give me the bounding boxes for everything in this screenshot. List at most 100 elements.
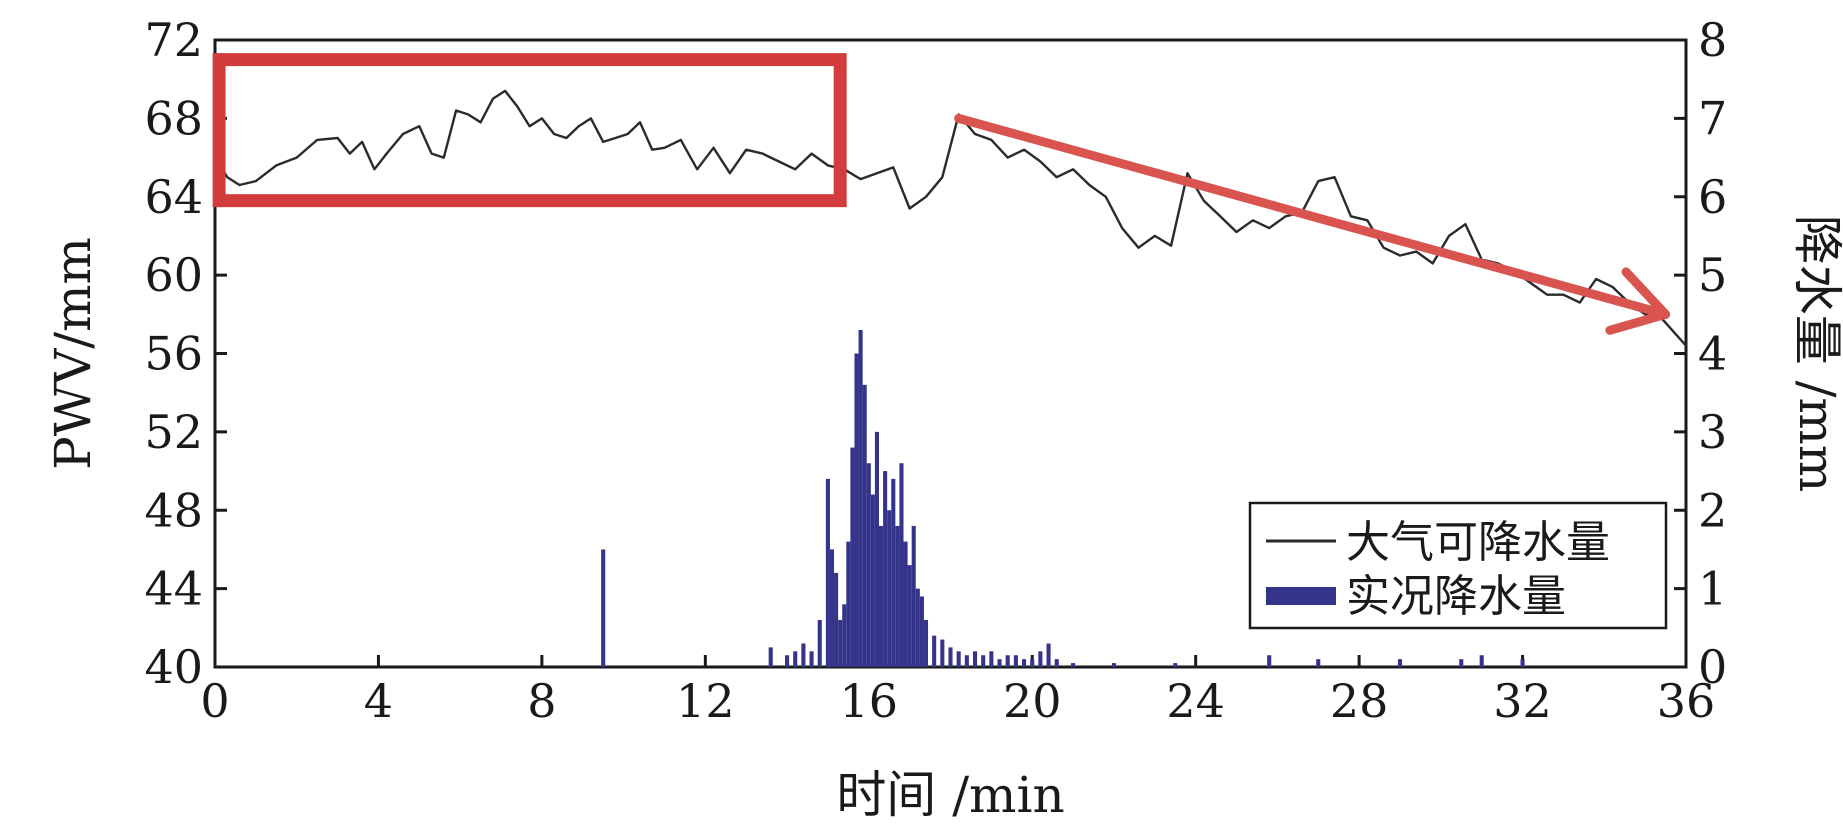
legend: 大气可降水量 实况降水量 <box>1248 501 1668 630</box>
x-tick-label: 20 <box>1003 674 1062 728</box>
y-left-tick-label: 68 <box>144 91 203 145</box>
x-tick-label: 16 <box>840 674 899 728</box>
precipitation-bar <box>1397 659 1403 667</box>
legend-line-label: 大气可降水量 <box>1346 517 1610 568</box>
y-right-tick-label: 0 <box>1698 640 1727 694</box>
y-axis-right-title: 降水量 /mm <box>1788 215 1843 493</box>
precipitation-bar <box>911 525 916 667</box>
y-right-tick-label: 5 <box>1698 248 1727 302</box>
precipitation-bar <box>846 541 851 667</box>
precipitation-bar <box>907 565 912 667</box>
y-right-tick-label: 1 <box>1698 562 1727 616</box>
x-tick-label: 32 <box>1493 674 1552 728</box>
precipitation-bar <box>1030 659 1035 667</box>
x-tick-label: 24 <box>1166 674 1225 728</box>
x-tick-label: 12 <box>676 674 735 728</box>
y-left-tick-label: 40 <box>144 640 203 694</box>
precipitation-bar <box>854 353 859 667</box>
x-tick-label: 8 <box>527 674 556 728</box>
y-left-tick-label: 60 <box>144 248 203 302</box>
precipitation-bar <box>891 478 896 667</box>
y-right-tick-label: 6 <box>1698 170 1727 224</box>
precipitation-bar <box>1013 655 1018 667</box>
precipitation-bar <box>1111 663 1116 667</box>
precipitation-bar <box>785 655 790 667</box>
precipitation-bar <box>1054 659 1059 667</box>
y-left-tick-label: 48 <box>144 483 203 537</box>
x-tick-label: 28 <box>1330 674 1389 728</box>
legend-bar-swatch <box>1266 587 1336 605</box>
precipitation-bar <box>858 329 863 667</box>
y-right-tick-label: 8 <box>1698 13 1727 67</box>
legend-box <box>1248 501 1668 630</box>
precipitation-bar <box>895 525 900 667</box>
precipitation-bar <box>932 635 937 667</box>
precipitation-bar <box>887 510 892 667</box>
precipitation-bar <box>1479 655 1484 667</box>
precipitation-bar <box>919 596 924 667</box>
precipitation-bar <box>825 478 830 667</box>
precipitation-bar <box>948 647 953 667</box>
precipitation-bar <box>768 647 773 667</box>
precipitation-bar <box>829 549 835 667</box>
precipitation-bar <box>1005 655 1010 667</box>
x-tick-label: 36 <box>1657 674 1716 728</box>
precipitation-bar <box>1022 659 1027 667</box>
precipitation-bars <box>601 329 1525 667</box>
precipitation-bar <box>870 494 875 667</box>
precipitation-bar <box>899 463 904 667</box>
precipitation-bar <box>1173 663 1178 667</box>
precipitation-bar <box>866 463 871 667</box>
y-right-tick-label: 7 <box>1698 91 1727 145</box>
precipitation-bar <box>1520 659 1525 667</box>
y-left-tick-label: 56 <box>144 327 203 381</box>
y-axis-left-title: PWV/mm <box>44 237 102 470</box>
y-left-tick-label: 44 <box>144 562 203 616</box>
x-axis-title: 时间 /min <box>836 766 1064 824</box>
precipitation-bar <box>601 549 606 667</box>
trend-arrow-shaft <box>954 113 1671 319</box>
precipitation-bar <box>956 651 961 667</box>
precipitation-bar <box>903 541 908 667</box>
precipitation-bar <box>838 619 843 667</box>
precipitation-bar <box>809 651 814 667</box>
x-tick-label: 0 <box>200 674 229 728</box>
y-right-tick-label: 4 <box>1698 327 1727 381</box>
y-left-tick-label: 64 <box>144 170 203 224</box>
precipitation-bar <box>997 659 1002 667</box>
precipitation-bar <box>1046 643 1051 667</box>
y-left-tick-label: 52 <box>144 405 203 459</box>
y-right-tick-label: 3 <box>1698 405 1727 459</box>
precipitation-bar <box>842 604 847 667</box>
precipitation-bar <box>1316 659 1321 667</box>
precipitation-bar <box>1038 651 1043 667</box>
precipitation-bar <box>1267 655 1272 667</box>
precipitation-bar <box>1071 663 1076 667</box>
precipitation-bar <box>874 431 879 667</box>
precipitation-bar <box>850 447 855 667</box>
x-tick-label: 4 <box>364 674 393 728</box>
precipitation-bar <box>801 643 806 667</box>
precipitation-bar <box>940 639 945 667</box>
precipitation-bar <box>878 525 884 667</box>
highlight-box <box>212 53 847 208</box>
precipitation-bar <box>834 572 839 667</box>
precipitation-bar <box>862 384 867 667</box>
precipitation-bar <box>981 655 986 667</box>
precipitation-bar <box>923 619 929 667</box>
precipitation-bar <box>793 651 798 667</box>
precipitation-bar <box>989 651 994 667</box>
precipitation-bar <box>1459 659 1464 667</box>
precipitation-bar <box>964 655 969 667</box>
precipitation-bar <box>883 471 888 667</box>
precipitation-bar <box>915 588 920 667</box>
trend-arrow-head <box>1605 267 1671 335</box>
precipitation-bar <box>972 651 978 667</box>
tick-labels: 0 4 8 12 16 20 24 28 32 3640444852566064687201234… <box>144 13 1727 728</box>
legend-bar-label: 实况降水量 <box>1346 571 1566 622</box>
precipitation-bar <box>817 619 822 667</box>
pwv-line <box>213 89 1687 347</box>
trend-arrow <box>954 113 1671 335</box>
y-right-tick-label: 2 <box>1698 483 1727 537</box>
